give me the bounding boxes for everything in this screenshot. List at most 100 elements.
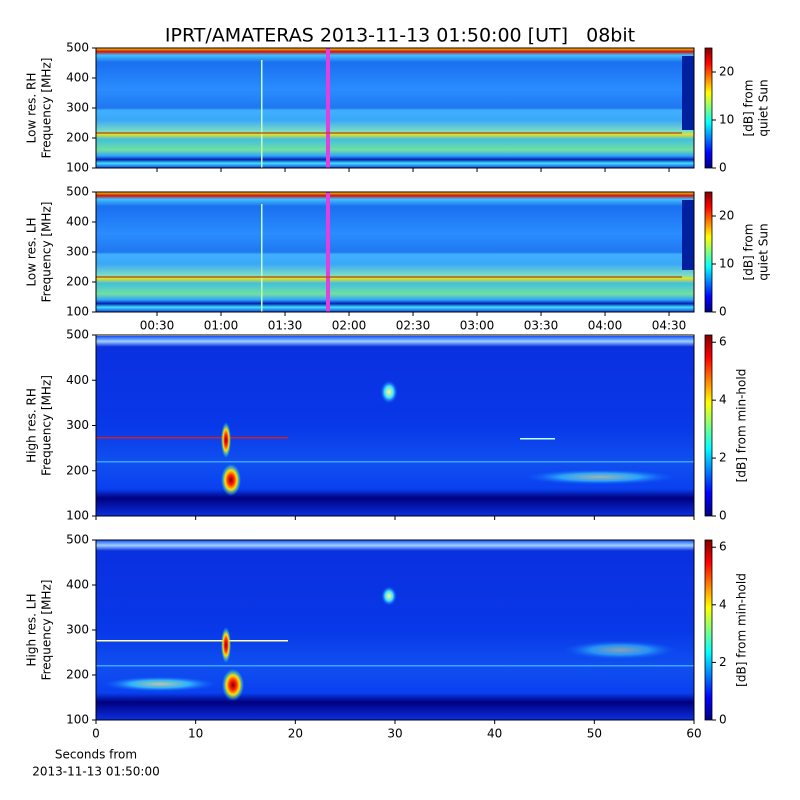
colorbar-tick-label: 6 [719,335,727,349]
colorbar [704,539,713,721]
colorbar-tick-label: 0 [719,713,727,727]
x-tick-label: 01:00 [204,319,239,333]
x-tick-label: 20 [288,727,303,741]
x-tick-label: 60 [686,727,701,741]
colorbar-tick-label: 4 [719,597,727,611]
colorbar-tick-label: 6 [719,540,727,554]
colorbar-tick-label: 2 [719,451,727,465]
spectrogram-feature [222,669,244,701]
y-tick-label: 300 [66,101,89,115]
colorbar-label: [dB] from min-hold [735,369,749,483]
chart-title: IPRT/AMATERAS 2013-11-13 01:50:00 [UT] 0… [165,25,635,47]
colorbar [704,191,713,313]
colorbar-tick-label: 20 [719,65,734,79]
x-tick-label: 01:30 [268,319,303,333]
y-tick-label: 200 [66,131,89,145]
y-tick-label: 100 [66,713,89,727]
colorbar-tick-label: 20 [719,209,734,223]
y-axis-label: Low res. LH [25,217,39,286]
y-axis-label: High res. RH [25,388,39,463]
spectrogram-feature [682,56,694,130]
colorbar-label: quiet Sun [757,223,771,280]
spectrogram-feature [221,627,231,663]
colorbar [704,47,713,169]
y-tick-label: 500 [66,41,89,55]
x-tick-label: 40 [487,727,502,741]
colorbar-tick-label: 0 [719,161,727,175]
spectrogram-feature [520,469,680,485]
y-tick-label: 400 [66,578,89,592]
colorbar-tick-label: 4 [719,393,727,407]
colorbar-tick-label: 2 [719,655,727,669]
y-axis-label: Low res. RH [25,73,39,144]
colorbar [704,334,713,517]
colorbar-tick-label: 10 [719,113,734,127]
y-tick-label: 400 [66,373,89,387]
y-tick-label: 100 [66,161,89,175]
x-tick-label: 30 [387,727,402,741]
x-tick-label: 04:30 [652,319,687,333]
y-tick-label: 300 [66,245,89,259]
y-tick-label: 300 [66,623,89,637]
y-tick-label: 100 [66,509,89,523]
spectrogram-feature [96,640,288,642]
spectrogram-feature [96,276,682,278]
y-tick-label: 200 [66,668,89,682]
spectrogram-feature [261,204,263,312]
spectrogram-feature [261,60,263,168]
y-axis-label: Frequency [MHz] [40,202,54,303]
colorbar-tick-label: 0 [719,305,727,319]
x-tick-label: 02:30 [396,319,431,333]
spectrogram-feature [560,640,680,660]
spectrogram-feature [96,665,694,667]
spectrogram-feature [326,192,330,312]
spectrogram-feature [96,461,694,463]
y-tick-label: 500 [66,533,89,547]
colorbar-tick-label: 10 [719,257,734,271]
spectrogram-feature [326,48,330,168]
x-tick-label: 50 [587,727,602,741]
x-tick-label: 10 [188,727,203,741]
y-axis-label: Frequency [MHz] [40,58,54,159]
spectrogram-feature [682,200,694,270]
colorbar-label: quiet Sun [757,79,771,136]
colorbar-label: [dB] from [742,224,756,281]
spectrogram-feature [96,437,288,439]
spectrogram-feature [96,132,682,134]
x-tick-label: 02:00 [332,319,367,333]
spectrogram-feature [221,422,231,458]
spectrogram-background [96,48,694,168]
y-axis-label: High res. LH [25,593,39,666]
spectrogram-background [96,540,694,720]
y-axis-label: Frequency [MHz] [40,580,54,681]
spectrogram-feature [381,586,397,606]
spectrogram-background [96,336,694,516]
x-axis-label: Seconds from [55,748,137,762]
colorbar-tick-label: 0 [719,509,727,523]
spectrogram-feature [221,464,241,496]
y-tick-label: 400 [66,215,89,229]
x-tick-label: 00:30 [140,319,175,333]
spectrogram-feature [520,438,555,440]
y-axis-label: Frequency [MHz] [40,375,54,476]
y-tick-label: 500 [66,328,89,342]
y-tick-label: 200 [66,463,89,477]
spectrogram-texture [96,48,694,720]
spectrogram-feature [380,380,398,404]
y-tick-label: 300 [66,418,89,432]
y-tick-label: 500 [66,185,89,199]
y-tick-label: 400 [66,71,89,85]
x-axis-label: 2013-11-13 01:50:00 [32,765,159,779]
colorbar-label: [dB] from [742,80,756,137]
x-tick-label: 0 [92,727,100,741]
x-tick-label: 04:00 [588,319,623,333]
y-tick-label: 200 [66,275,89,289]
y-tick-label: 100 [66,305,89,319]
spectrogram-feature [100,676,220,692]
x-tick-label: 03:30 [524,319,559,333]
x-tick-label: 03:00 [460,319,495,333]
spectrogram-background [96,192,694,312]
colorbar-label: [dB] from min-hold [735,573,749,687]
